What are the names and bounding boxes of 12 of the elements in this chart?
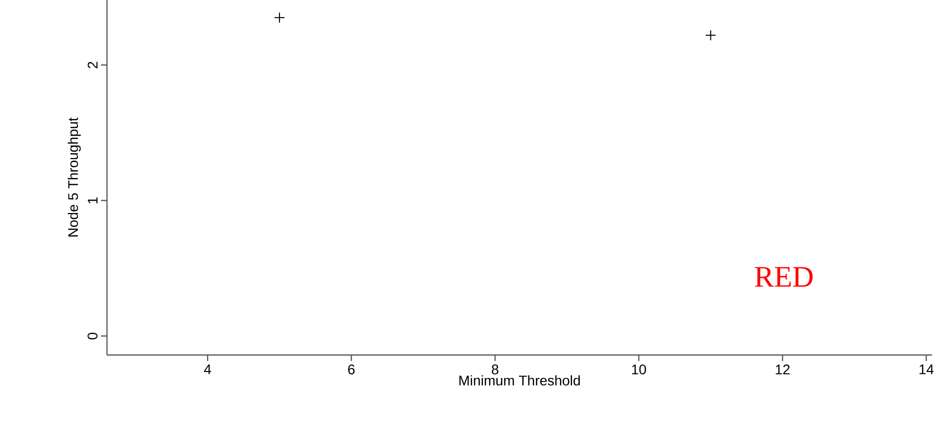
y-tick-label: 0 (88, 332, 98, 340)
x-tick-label: 10 (632, 364, 646, 374)
y-axis-title: Node 5 Throughput (68, 118, 81, 236)
x-axis-title: Minimum Threshold (459, 375, 580, 386)
x-tick-label: 8 (492, 364, 498, 374)
y-tick-label: 2 (88, 62, 98, 68)
x-tick-label: 14 (920, 364, 934, 374)
x-tick-label: 4 (204, 364, 212, 374)
x-tick-label: 12 (776, 364, 790, 374)
y-tick-label: 1 (88, 197, 98, 204)
annotation: RED (754, 267, 813, 287)
x-tick-label: 6 (348, 364, 355, 374)
